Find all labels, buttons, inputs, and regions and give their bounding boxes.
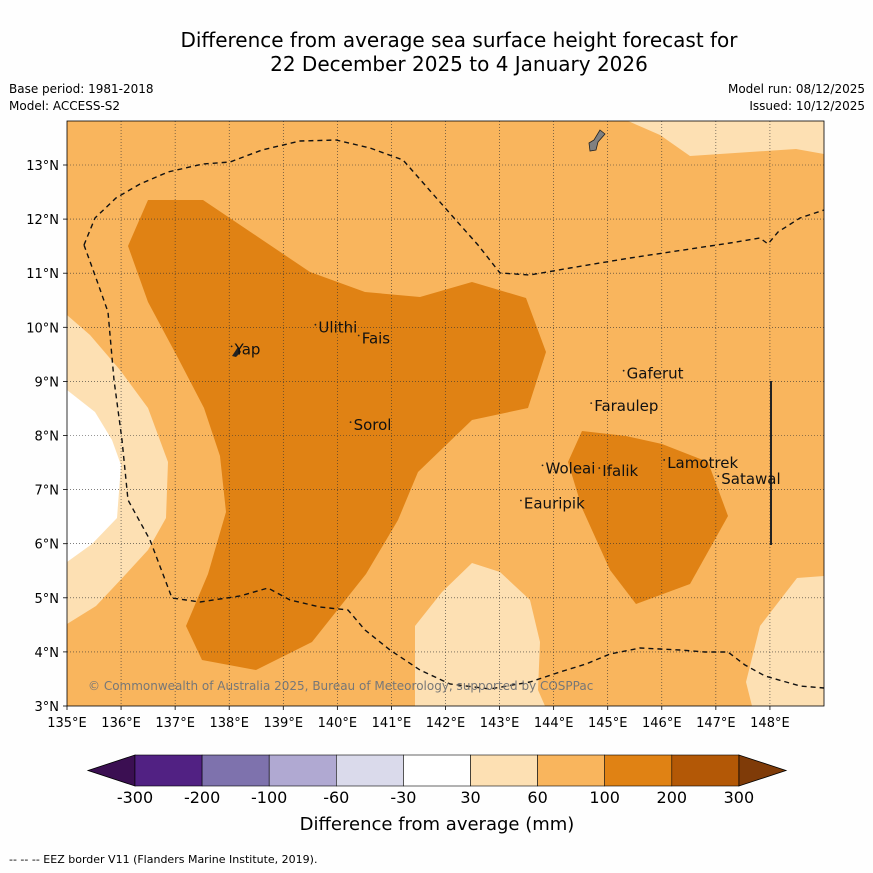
anomaly-100-200-main <box>128 200 546 670</box>
meta-right: Model run: 08/12/2025 Issued: 10/12/2025 <box>728 81 865 115</box>
title-line-1: Difference from average sea surface heig… <box>180 28 738 52</box>
colorbar-bin <box>268 754 337 787</box>
lon-tick-label: 147°E <box>696 716 736 731</box>
place-label-ifalik: Ifalik <box>602 462 638 480</box>
colorbar-tick-label: -200 <box>184 788 220 807</box>
base-period: Base period: 1981-2018 <box>9 82 154 96</box>
place-label-ulithi: Ulithi <box>318 319 357 337</box>
island-dot <box>622 369 625 372</box>
colorbar-bin <box>470 754 538 787</box>
place-label-gaferut: Gaferut <box>627 365 684 383</box>
place-label-sorol: Sorol <box>354 416 392 434</box>
colorbar-tick-label: 60 <box>527 788 547 807</box>
lat-tick-label: 3°N <box>35 700 60 715</box>
island-dot <box>314 323 317 326</box>
lon-tick-label: 135°E <box>47 716 87 731</box>
island-dot <box>357 334 360 337</box>
anomaly-30-60-south <box>415 563 545 706</box>
colorbar-bin <box>134 754 203 787</box>
colorbar-tick-label: 200 <box>657 788 688 807</box>
meta-left: Base period: 1981-2018 Model: ACCESS-S2 <box>9 81 154 115</box>
place-label-satawal: Satawal <box>721 470 780 488</box>
lat-tick-label: 6°N <box>35 538 60 553</box>
title-line-2: 22 December 2025 to 4 January 2026 <box>270 52 648 76</box>
model-run: Model run: 08/12/2025 <box>727 82 865 96</box>
lon-tick-label: 146°E <box>642 716 682 731</box>
lat-tick-label: 7°N <box>35 484 60 499</box>
colorbar-tick-label: -100 <box>251 788 287 807</box>
island-dot <box>541 464 544 467</box>
eez-footnote: -- -- -- EEZ border V11 (Flanders Marine… <box>9 853 318 866</box>
lat-tick-label: 11°N <box>26 267 59 282</box>
colorbar-bin <box>604 754 673 787</box>
colorbar-extend-low <box>86 754 136 787</box>
colorbar-bin <box>537 754 605 787</box>
lon-tick-label: 138°E <box>209 716 249 731</box>
island-dot <box>717 475 720 478</box>
graticule <box>67 121 824 706</box>
lon-tick-label: 143°E <box>480 716 520 731</box>
island-dot <box>598 467 601 469</box>
lon-tick-label: 140°E <box>318 716 358 731</box>
anomaly-30-60-northeast <box>628 121 824 156</box>
place-label-yap: Yap <box>234 340 261 358</box>
place-labels: Yap Ulithi Fais Gaferut Faraulep Sorol Woleai I… <box>230 319 781 513</box>
map-plot-area <box>67 121 824 706</box>
lon-tick-label: 148°E <box>750 716 790 731</box>
lat-tick-label: 12°N <box>26 213 59 228</box>
latitude-axis: 3°N 4°N 5°N 6°N 7°N 8°N 9°N 10°N 11°N 12°N 13°N <box>26 159 67 715</box>
lat-tick-label: 4°N <box>35 646 60 661</box>
colorbar-tick-label: -30 <box>390 788 416 807</box>
anomaly-100-200-east <box>568 431 728 604</box>
place-label-fais: Fais <box>362 330 391 348</box>
island-dot <box>590 402 593 405</box>
island-dot <box>230 345 233 348</box>
island-dot <box>349 421 352 423</box>
issued-date: Issued: 10/12/2025 <box>749 99 865 113</box>
lon-tick-label: 137°E <box>155 716 195 731</box>
colorbar: -300 -200 -100 -60 -30 30 60 100 200 300 <box>86 754 788 807</box>
lon-tick-label: 145°E <box>588 716 628 731</box>
colorbar-bin <box>403 754 471 787</box>
island-dot <box>663 459 666 461</box>
lat-tick-label: 8°N <box>35 430 60 445</box>
anomaly-neutral-west <box>67 390 121 562</box>
lat-tick-label: 5°N <box>35 592 60 607</box>
place-label-eauripik: Eauripik <box>524 495 585 513</box>
colorbar-tick-label: 30 <box>460 788 480 807</box>
eez-border <box>83 139 824 690</box>
lat-tick-label: 13°N <box>26 159 59 174</box>
lat-tick-label: 10°N <box>26 321 59 336</box>
chart-title: Difference from average sea surface heig… <box>0 28 873 76</box>
copyright-credit: © Commonwealth of Australia 2025, Bureau… <box>88 679 593 693</box>
island-dot <box>520 499 522 502</box>
anomaly-30-60-southeast <box>746 576 824 706</box>
colorbar-bin <box>335 754 404 787</box>
yap-island <box>232 347 241 357</box>
lon-tick-label: 141°E <box>372 716 412 731</box>
lat-tick-label: 9°N <box>35 375 60 390</box>
longitude-axis: 135°E 136°E 137°E 138°E 139°E 140°E 141°E 142°E… <box>47 706 790 731</box>
guam-island <box>588 129 606 152</box>
place-label-faraulep: Faraulep <box>594 397 658 415</box>
colorbar-tick-label: -300 <box>117 788 153 807</box>
colorbar-tick-label: -60 <box>323 788 349 807</box>
colorbar-extend-high <box>738 754 788 787</box>
colorbar-tick-label: 100 <box>589 788 620 807</box>
lon-tick-label: 142°E <box>426 716 466 731</box>
lon-tick-label: 136°E <box>101 716 141 731</box>
model-name: Model: ACCESS-S2 <box>9 99 121 113</box>
place-label-woleai: Woleai <box>546 459 596 477</box>
colorbar-bin <box>671 754 740 787</box>
place-label-lamotrek: Lamotrek <box>667 454 738 472</box>
lon-tick-label: 139°E <box>264 716 304 731</box>
colorbar-label: Difference from average (mm) <box>300 814 575 835</box>
colorbar-bin <box>201 754 270 787</box>
colorbar-tick-label: 300 <box>724 788 755 807</box>
lon-tick-label: 144°E <box>534 716 574 731</box>
